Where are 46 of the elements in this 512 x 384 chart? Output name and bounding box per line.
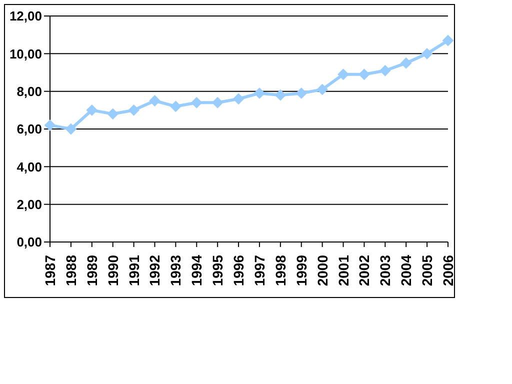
point — [358, 68, 370, 80]
point — [400, 58, 412, 69]
point — [422, 48, 433, 60]
point — [128, 104, 140, 116]
x-tick-label: 1989 — [84, 254, 100, 286]
x-tick-label: 2003 — [377, 254, 394, 286]
point — [296, 88, 307, 99]
x-tick-label: 1997 — [251, 254, 268, 286]
point — [274, 90, 286, 101]
point — [86, 104, 98, 116]
point — [149, 95, 160, 106]
x-tick-label: 2004 — [398, 254, 414, 286]
x-tick-label: 1999 — [293, 254, 310, 286]
x-tick-label: 2005 — [419, 254, 436, 286]
point — [191, 97, 202, 108]
x-tick-label: 1998 — [272, 254, 288, 286]
point — [170, 100, 182, 112]
point — [65, 124, 76, 134]
x-tick-label: 1996 — [230, 254, 247, 286]
x-tick-label: 1990 — [104, 254, 121, 286]
x-tick-label: 2000 — [314, 254, 330, 286]
x-tick-label: 1988 — [62, 254, 79, 286]
y-tick-label: 10,00 — [9, 46, 42, 62]
point — [254, 88, 265, 99]
point — [316, 84, 328, 95]
point — [233, 93, 244, 104]
y-tick-label: 8,00 — [16, 84, 42, 99]
x-tick-label: 2001 — [335, 254, 352, 286]
y-tick-label: 4,00 — [16, 159, 42, 174]
x-tick-label: 1995 — [210, 254, 226, 286]
y-tick-label: 12,00 — [9, 8, 42, 24]
y-tick-label: 2,00 — [16, 196, 42, 212]
x-tick-label: 1994 — [188, 254, 205, 286]
x-tick-label: 1992 — [146, 254, 163, 286]
x-tick-label: 1987 — [42, 254, 58, 286]
y-tick-label: 6,00 — [16, 122, 42, 137]
point — [212, 97, 224, 108]
point — [442, 34, 454, 46]
y-tick-label: 0,00 — [16, 234, 42, 250]
point — [338, 68, 349, 80]
x-tick-label: 2002 — [356, 254, 372, 286]
x-tick-label: 1991 — [126, 254, 142, 286]
x-tick-label: 1993 — [168, 254, 184, 286]
point — [107, 108, 118, 120]
point — [380, 65, 391, 76]
x-tick-label: 2006 — [440, 254, 456, 286]
